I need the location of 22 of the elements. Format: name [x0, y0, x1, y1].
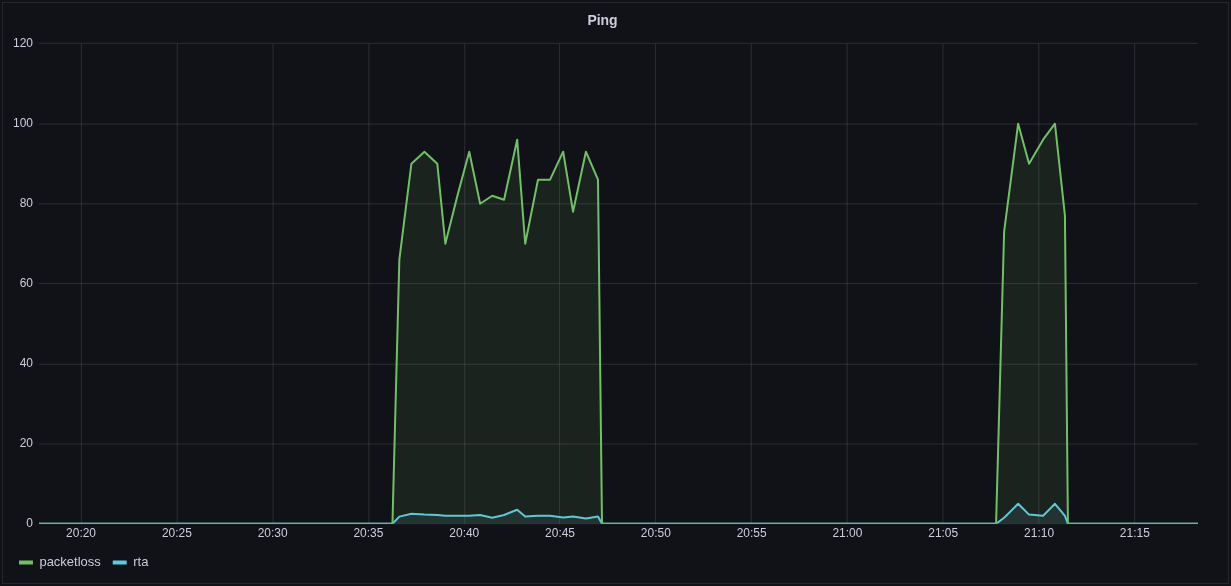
x-tick-label: 20:45	[545, 526, 576, 541]
x-tick-label: 21:00	[832, 526, 863, 541]
y-tick-label: 120	[13, 35, 34, 50]
legend-label: packetloss	[39, 554, 102, 570]
chart-title: Ping	[587, 12, 618, 29]
x-tick-label: 21:05	[928, 526, 959, 541]
y-tick-label: 80	[19, 196, 34, 211]
legend-label: rta	[133, 554, 150, 570]
x-tick-label: 20:30	[257, 526, 288, 541]
x-tick-label: 20:35	[353, 526, 384, 541]
x-tick-label: 20:25	[161, 526, 193, 541]
x-tick-label: 21:10	[1024, 526, 1055, 541]
x-tick-label: 20:50	[640, 526, 672, 541]
y-tick-label: 20	[19, 436, 34, 451]
x-tick-label: 20:20	[66, 526, 97, 541]
y-tick-label: 60	[19, 276, 34, 291]
x-tick-label: 20:55	[736, 526, 767, 541]
x-tick-label: 20:40	[449, 526, 480, 541]
y-tick-label: 0	[26, 516, 34, 531]
x-tick-label: 21:15	[1119, 526, 1151, 541]
y-tick-label: 100	[13, 115, 34, 130]
y-tick-label: 40	[19, 356, 34, 371]
